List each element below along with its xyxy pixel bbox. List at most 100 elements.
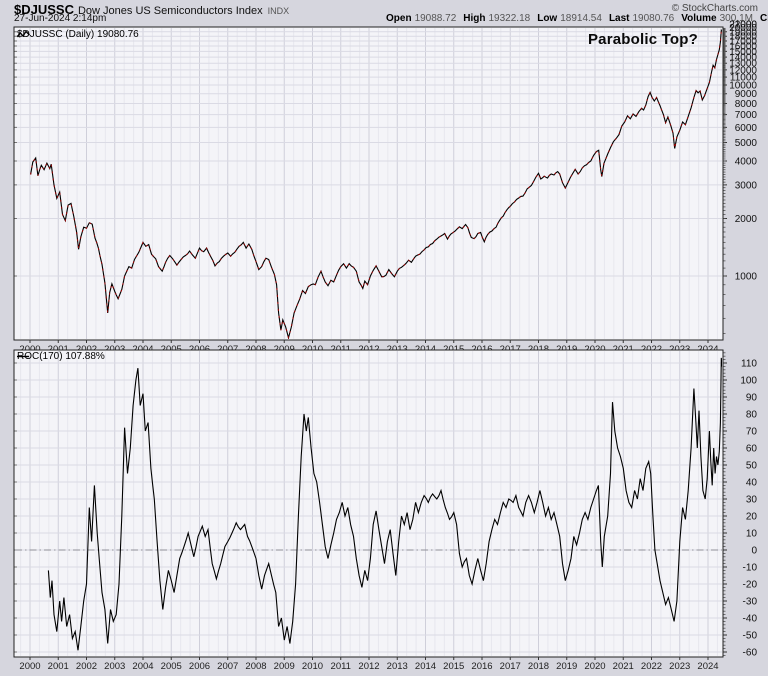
x-axis-year-label: 2001: [48, 661, 69, 672]
quote-value: 18914.54: [560, 13, 602, 24]
roc-series-line: [47, 357, 722, 651]
x-axis-year-label: 2019: [556, 344, 577, 352]
y-axis-tick-label: 17000: [729, 36, 757, 47]
x-axis-year-label: 2015: [443, 344, 464, 352]
x-axis-year-label: 2004: [132, 661, 153, 672]
annotation-parabolic-top: Parabolic Top?: [587, 31, 698, 48]
x-axis-year-label: 2020: [584, 344, 605, 352]
symbol-label: $DJUSSC: [14, 2, 74, 17]
x-axis-year-label: 2010: [302, 661, 323, 672]
x-axis-year-label: 2021: [613, 344, 634, 352]
x-axis-year-label: 2013: [387, 661, 408, 672]
x-axis-year-label: 2007: [217, 661, 238, 672]
x-axis-year-label: 2004: [132, 344, 153, 352]
x-axis-year-label: 2000: [19, 661, 40, 672]
y-axis-tick-label: -50: [743, 631, 758, 642]
quote-field-low: Low 18914.54: [537, 13, 602, 24]
y-axis-tick-label: 5000: [735, 138, 758, 149]
datetime-label: 27-Jun-2024 2:14pm: [14, 13, 107, 24]
x-axis-year-label: 2016: [471, 344, 492, 352]
y-axis-tick-label: 40: [746, 478, 758, 489]
y-axis-tick-label: -60: [743, 648, 758, 659]
y-axis-tick-label: 20: [746, 512, 758, 523]
x-axis-year-label: 2009: [274, 344, 295, 352]
price-legend-text: $DJUSSC (Daily) 19080.76: [17, 29, 139, 40]
x-axis-year-label: 2024: [697, 661, 718, 672]
price-legend-line-icon: [17, 30, 30, 38]
x-axis-year-label: 2001: [48, 344, 69, 352]
x-axis-year-label: 2024: [697, 344, 718, 352]
x-axis-year-label: 2002: [76, 661, 97, 672]
x-axis-year-label: 2017: [500, 661, 521, 672]
x-axis-year-label: 2005: [161, 661, 182, 672]
x-axis-year-label: 2008: [245, 661, 266, 672]
x-axis-year-label: 2009: [274, 661, 295, 672]
y-axis-tick-label: -40: [743, 614, 758, 625]
x-axis-year-label: 2005: [161, 344, 182, 352]
stockcharts-credit: © StockCharts.com: [671, 3, 758, 14]
price-legend: $DJUSSC (Daily) 19080.76: [17, 29, 139, 40]
y-axis-tick-label: 80: [746, 410, 758, 421]
y-axis-tick-label: 20000: [729, 23, 757, 34]
y-axis-tick-label: 6000: [735, 123, 758, 134]
quote-value: 19088.72: [414, 13, 457, 24]
y-axis-tick-label: 10: [746, 529, 758, 540]
x-axis-year-label: 2018: [528, 344, 549, 352]
price-series-line-down-days: [30, 28, 722, 339]
x-axis-year-label: 2023: [669, 344, 690, 352]
x-axis-year-label: 2018: [528, 661, 549, 672]
quote-label: Open: [386, 13, 412, 24]
roc-legend-text: ROC(170) 107.88%: [17, 351, 105, 362]
y-axis-tick-label: 19000: [729, 27, 757, 38]
y-axis-tick-label: 2000: [735, 214, 758, 225]
y-axis-tick-label: -30: [743, 597, 758, 608]
x-axis-year-label: 2006: [189, 344, 210, 352]
x-axis-year-label: 2003: [104, 661, 125, 672]
y-axis-tick-label: 18000: [729, 32, 757, 43]
roc-panel: 1101009080706050403020100-10-20-30-40-50…: [13, 349, 758, 672]
chart-header: $DJUSSC Dow Jones US Semiconductors Index…: [14, 1, 290, 17]
y-axis-tick-label: 60: [746, 444, 758, 455]
quote-field-open: Open 19088.72: [386, 13, 456, 24]
x-axis-year-label: 2012: [358, 661, 379, 672]
y-axis-tick-label: 50: [746, 461, 758, 472]
y-axis-tick-label: 12000: [729, 65, 757, 76]
y-axis-tick-label: 8000: [735, 99, 758, 110]
y-axis-tick-label: 100: [740, 376, 757, 387]
quote-label: Volume: [681, 13, 717, 24]
y-axis-tick-label: 7000: [735, 110, 758, 121]
quote-field-chg: Chg-209.14 (-1.08%)▼: [760, 13, 768, 24]
x-axis-year-label: 2020: [584, 661, 605, 672]
exchange-label: INDX: [267, 6, 290, 16]
quote-value: 19322.18: [488, 13, 531, 24]
x-axis-year-label: 2022: [641, 344, 662, 352]
x-axis-year-label: 2011: [331, 661, 351, 672]
y-axis-tick-label: 4000: [735, 157, 758, 168]
x-axis-year-label: 2016: [471, 661, 492, 672]
x-axis-year-label: 2000: [19, 344, 40, 352]
y-axis-tick-label: 11000: [730, 73, 758, 84]
x-axis-year-label: 2006: [189, 661, 210, 672]
x-axis-year-label: 2023: [669, 661, 690, 672]
y-axis-tick-label: 13000: [729, 59, 757, 70]
y-axis-tick-label: 1000: [735, 272, 758, 283]
y-axis-tick-label: 15000: [729, 47, 757, 58]
y-axis-tick-label: -20: [743, 580, 758, 591]
quote-label: Last: [608, 13, 630, 24]
x-axis-year-label: 2014: [415, 661, 436, 672]
x-axis-year-label: 2021: [613, 661, 634, 672]
x-axis-year-label: 2002: [76, 344, 97, 352]
quote-label: Chg: [759, 13, 768, 24]
y-axis-tick-label: -10: [743, 563, 758, 574]
x-axis-year-label: 2019: [556, 661, 577, 672]
y-axis-tick-label: 10000: [729, 81, 757, 92]
quote-label: High: [463, 13, 486, 24]
quote-label: Low: [537, 13, 558, 24]
price-panel: 2200021000200001900018000170001600015000…: [13, 20, 758, 352]
y-axis-tick-label: 90: [746, 393, 758, 404]
y-axis-tick-label: 21000: [729, 20, 757, 31]
y-axis-tick-label: 16000: [729, 42, 757, 53]
x-axis-year-label: 2014: [415, 344, 436, 352]
x-axis-year-label: 2012: [358, 344, 379, 352]
x-axis-year-label: 2015: [443, 661, 464, 672]
